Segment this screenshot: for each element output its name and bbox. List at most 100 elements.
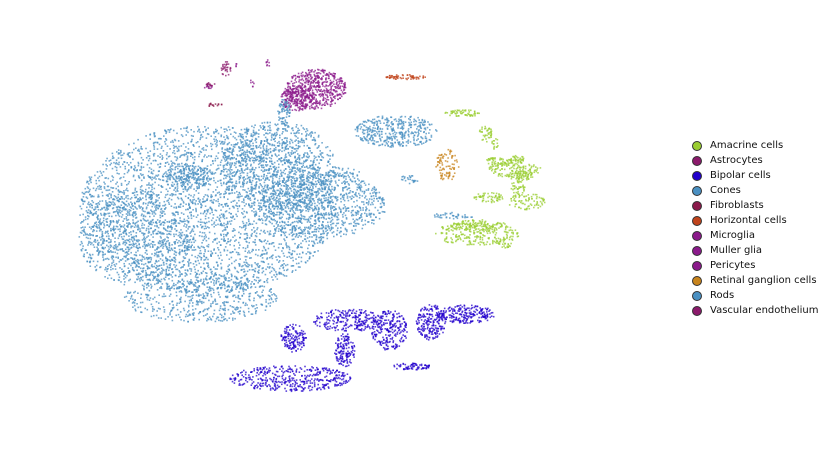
data-point xyxy=(285,105,288,108)
data-point xyxy=(262,231,265,233)
data-point xyxy=(473,243,475,246)
data-point xyxy=(228,264,231,266)
data-point xyxy=(317,316,319,319)
data-point xyxy=(273,365,275,368)
data-point xyxy=(390,326,392,329)
data-point xyxy=(425,365,428,367)
data-point xyxy=(514,203,517,206)
data-point xyxy=(235,173,237,176)
data-point xyxy=(479,222,481,224)
data-point xyxy=(456,236,459,238)
data-point xyxy=(536,196,538,198)
data-point xyxy=(505,175,508,177)
data-point xyxy=(290,89,293,91)
data-point xyxy=(403,328,405,331)
data-point xyxy=(508,244,510,247)
data-point xyxy=(500,194,502,196)
data-point xyxy=(342,312,344,315)
data-point xyxy=(295,388,297,390)
data-point xyxy=(294,108,296,111)
data-point xyxy=(386,76,389,78)
data-point xyxy=(302,104,304,106)
data-point xyxy=(310,70,313,73)
data-point xyxy=(454,112,456,115)
data-point xyxy=(464,219,467,222)
data-point xyxy=(175,159,178,162)
data-point xyxy=(274,381,277,383)
data-point xyxy=(521,170,523,173)
data-point xyxy=(249,176,252,178)
data-point xyxy=(541,203,544,206)
data-point xyxy=(349,359,351,361)
data-point xyxy=(258,269,260,272)
data-point xyxy=(309,85,311,88)
data-point xyxy=(302,79,305,82)
data-point xyxy=(411,363,413,366)
data-point xyxy=(464,228,466,231)
data-point xyxy=(528,168,531,171)
data-point xyxy=(191,168,194,170)
data-point xyxy=(248,269,251,271)
data-point xyxy=(487,132,489,135)
data-point xyxy=(484,235,486,237)
data-point xyxy=(498,163,501,165)
data-point xyxy=(428,313,431,315)
data-point xyxy=(177,197,180,200)
data-point xyxy=(116,181,118,184)
data-point xyxy=(445,240,447,243)
data-point xyxy=(261,369,264,371)
data-point xyxy=(465,237,467,239)
data-point xyxy=(284,336,287,338)
data-point xyxy=(508,229,511,232)
data-point xyxy=(379,316,381,319)
data-point xyxy=(533,206,535,209)
data-point xyxy=(523,190,525,192)
data-point xyxy=(284,327,286,330)
data-point xyxy=(222,239,225,241)
data-point xyxy=(485,200,487,203)
data-point xyxy=(455,226,457,228)
data-point xyxy=(535,166,537,168)
data-point xyxy=(501,165,503,167)
data-point xyxy=(303,99,305,101)
data-point xyxy=(363,319,366,322)
data-point xyxy=(347,350,349,353)
data-point xyxy=(402,317,405,319)
data-point xyxy=(178,171,180,173)
data-point xyxy=(358,321,360,323)
data-point xyxy=(274,214,277,216)
data-point xyxy=(302,89,304,92)
data-point xyxy=(281,94,283,96)
data-point xyxy=(176,185,179,187)
data-point xyxy=(530,171,532,174)
data-point xyxy=(284,344,287,346)
data-point xyxy=(488,128,491,130)
data-point xyxy=(173,174,175,176)
data-point xyxy=(432,327,434,330)
data-point xyxy=(369,311,372,314)
data-point xyxy=(465,222,468,225)
data-point xyxy=(476,225,479,227)
data-point xyxy=(339,87,342,90)
data-point xyxy=(230,290,233,292)
data-point xyxy=(175,145,178,148)
data-point xyxy=(499,196,501,198)
data-point xyxy=(289,346,291,349)
data-point xyxy=(427,339,430,341)
data-point xyxy=(480,223,483,226)
data-point xyxy=(311,91,314,93)
data-point xyxy=(360,309,363,311)
data-point xyxy=(277,185,279,187)
data-point xyxy=(503,239,505,241)
data-point xyxy=(340,349,343,352)
data-point xyxy=(515,162,517,165)
data-point xyxy=(335,326,337,329)
data-point xyxy=(164,143,167,145)
data-point xyxy=(286,384,289,386)
data-point xyxy=(194,178,196,180)
data-point xyxy=(266,251,268,254)
data-point xyxy=(441,172,444,175)
data-point xyxy=(190,217,193,220)
data-point xyxy=(307,230,309,232)
data-point xyxy=(386,337,388,339)
